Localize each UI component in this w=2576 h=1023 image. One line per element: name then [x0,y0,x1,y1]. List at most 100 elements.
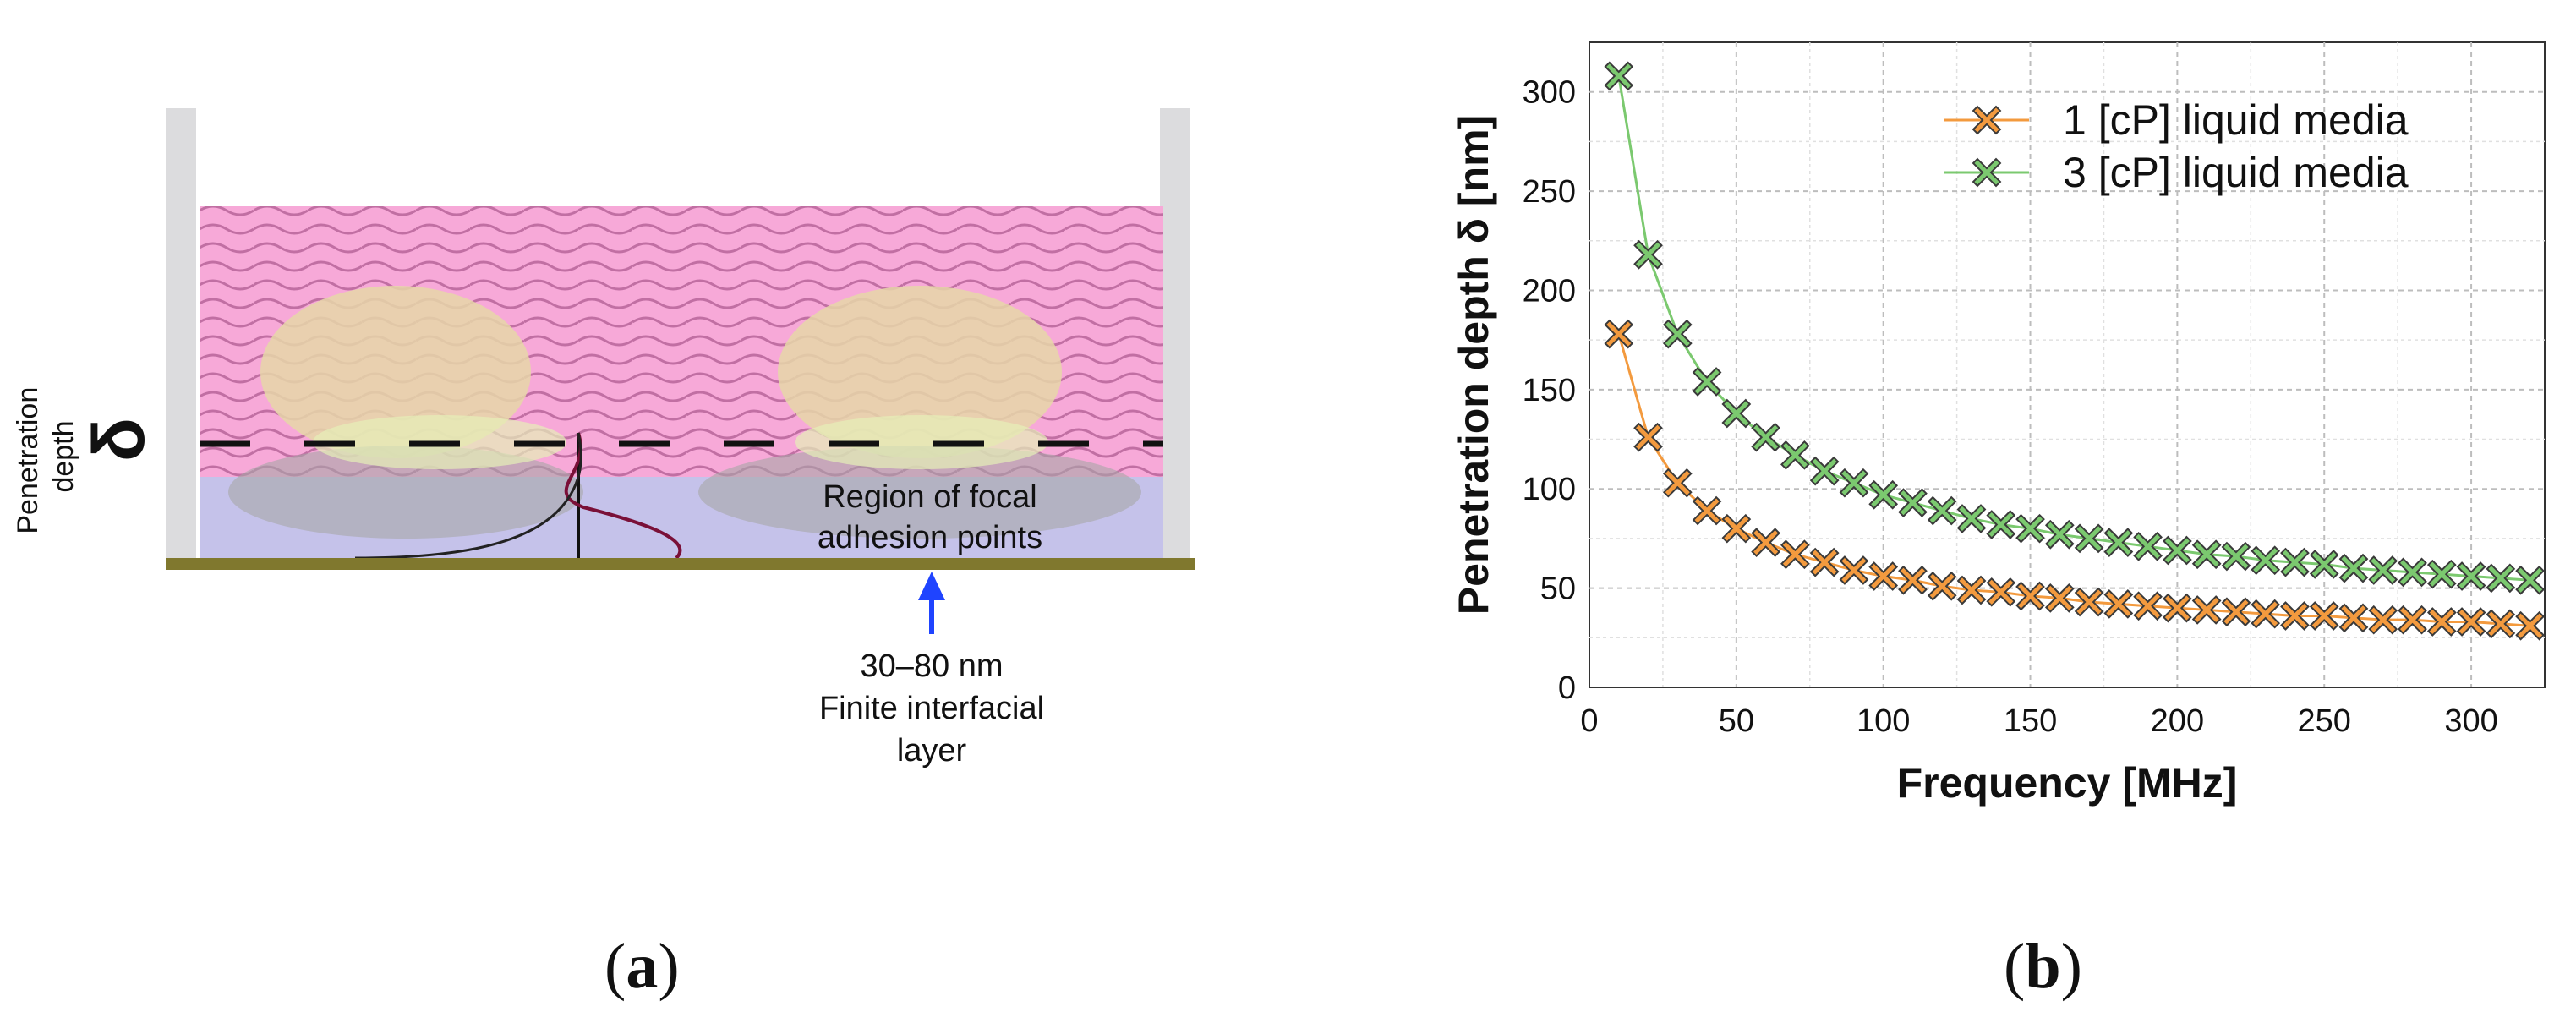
caption-b-letter: b [2025,931,2061,1002]
series-2-point [2341,555,2366,581]
series-2-point [1665,321,1690,347]
series-1-point [2223,599,2249,625]
right-wall [1160,108,1190,565]
series-2-point [2076,526,2102,551]
series-2-point [2253,548,2278,573]
series-1-point [1782,542,1808,567]
y-tick-label: 250 [1523,174,1576,210]
series-1-point [2076,589,2102,615]
series-1-point [2047,585,2072,610]
penetration-label-line1: Penetration [12,387,44,534]
series-2-point [2106,530,2131,555]
x-tick-label: 300 [2444,703,2497,739]
series-2-point [1959,506,1984,531]
series-1-point [1841,557,1867,583]
series-1-point [2429,609,2454,635]
cell-foot-right [698,446,1141,539]
series-1-point [2518,613,2543,638]
series-1-point [1753,530,1779,555]
series-2-point [1636,242,1661,267]
x-tick-label: 50 [1719,703,1754,739]
series-1-point [2253,601,2278,626]
series-2-point [2194,542,2219,567]
series-1-point [1812,550,1837,575]
cell-body-right [778,286,1062,458]
legend-marker-1 [1974,107,1999,133]
x-tick-label: 150 [2004,703,2057,739]
x-tick-label: 200 [2151,703,2204,739]
series-2-point [2488,566,2513,591]
y-tick-label: 200 [1523,273,1576,309]
series-2-point [1929,498,1955,523]
plot-area [1589,41,2546,688]
series-1-point [1665,470,1690,495]
series-2-point [1871,482,1896,507]
probe-wave [564,432,682,560]
series-2-point [2518,567,2543,593]
series-2-point [2047,522,2072,547]
series-1-point [2018,583,2043,609]
series-1-point [2341,605,2366,631]
x-tick-label: 250 [2298,703,2351,739]
series-1-point [1636,424,1661,450]
series-2-point [2136,533,2161,559]
region-label-line1: Region of focal [823,479,1037,515]
x-tick-label: 0 [1580,703,1598,739]
y-tick-label: 300 [1523,75,1576,111]
series-2-point [2400,560,2426,585]
series-2-point [1812,458,1837,484]
series-2-point [1782,442,1808,468]
series-1-point [1929,573,1955,599]
layer-label-line1: Finite interfacial [819,691,1044,726]
y-axis-label: Penetration depth δ [nm] [1450,115,1497,615]
series-2-point [1606,63,1632,89]
penetration-depth-diagram: Penetration depth δ Region of focal adhe… [12,108,1195,769]
caption-a: (a) [604,931,680,1002]
series-1-point [2164,595,2190,621]
caption-b: (b) [2004,931,2082,1002]
caption-a-letter: a [626,931,659,1002]
series-2-point [2164,538,2190,563]
series-1-point [2194,597,2219,622]
series-2-point [2282,550,2307,575]
series-2-point [1753,424,1779,450]
series-2-point [1900,490,1925,516]
cell-highlight-right [795,415,1048,469]
legend-label-2: 3 [cP] liquid media [2063,149,2409,196]
y-tick-label: 100 [1523,472,1576,507]
x-tick-label: 100 [1857,703,1910,739]
legend-marker-2 [1974,160,1999,185]
y-tick-label: 0 [1558,670,1576,706]
chart-layer: 0 50 100 150 200 250 300 0 50 100 150 200 250 300 Freq… [1450,41,2546,807]
series-1-point [1871,563,1896,589]
penetration-label-line2: depth [47,420,79,492]
penetration-depth-chart: 0 50 100 150 200 250 300 0 50 100 150 200 250 300 Freq… [1450,41,2546,807]
series-1-point [1959,577,1984,603]
series-2-point [2429,561,2454,587]
substrate [166,558,1195,570]
series-1-point [1900,567,1925,593]
y-tick-label: 50 [1540,572,1576,607]
series-1-point [2371,607,2396,632]
series-2-point [1841,470,1867,495]
series-1-point [1988,579,2014,604]
series-1-point [1724,516,1749,541]
legend-label-1: 1 [cP] liquid media [2063,96,2409,144]
region-label-line2: adhesion points [818,520,1042,555]
series-2-point [1988,512,2014,538]
series-2-point [1694,369,1720,394]
series-1-point [1694,498,1720,523]
left-wall [166,108,196,565]
thickness-label: 30–80 nm [860,648,1003,684]
series-1-point [2136,594,2161,619]
series-1-point [2311,603,2337,629]
series-1-point [2106,591,2131,616]
series-1-point [2282,603,2307,629]
cell-foot-left [228,446,583,539]
probe-wave-tail [354,432,582,560]
series-2-point [2311,551,2337,577]
series-2-point [2371,557,2396,583]
series-1-point [2458,609,2484,635]
delta-symbol: δ [79,418,160,462]
series-2-point [2458,563,2484,589]
